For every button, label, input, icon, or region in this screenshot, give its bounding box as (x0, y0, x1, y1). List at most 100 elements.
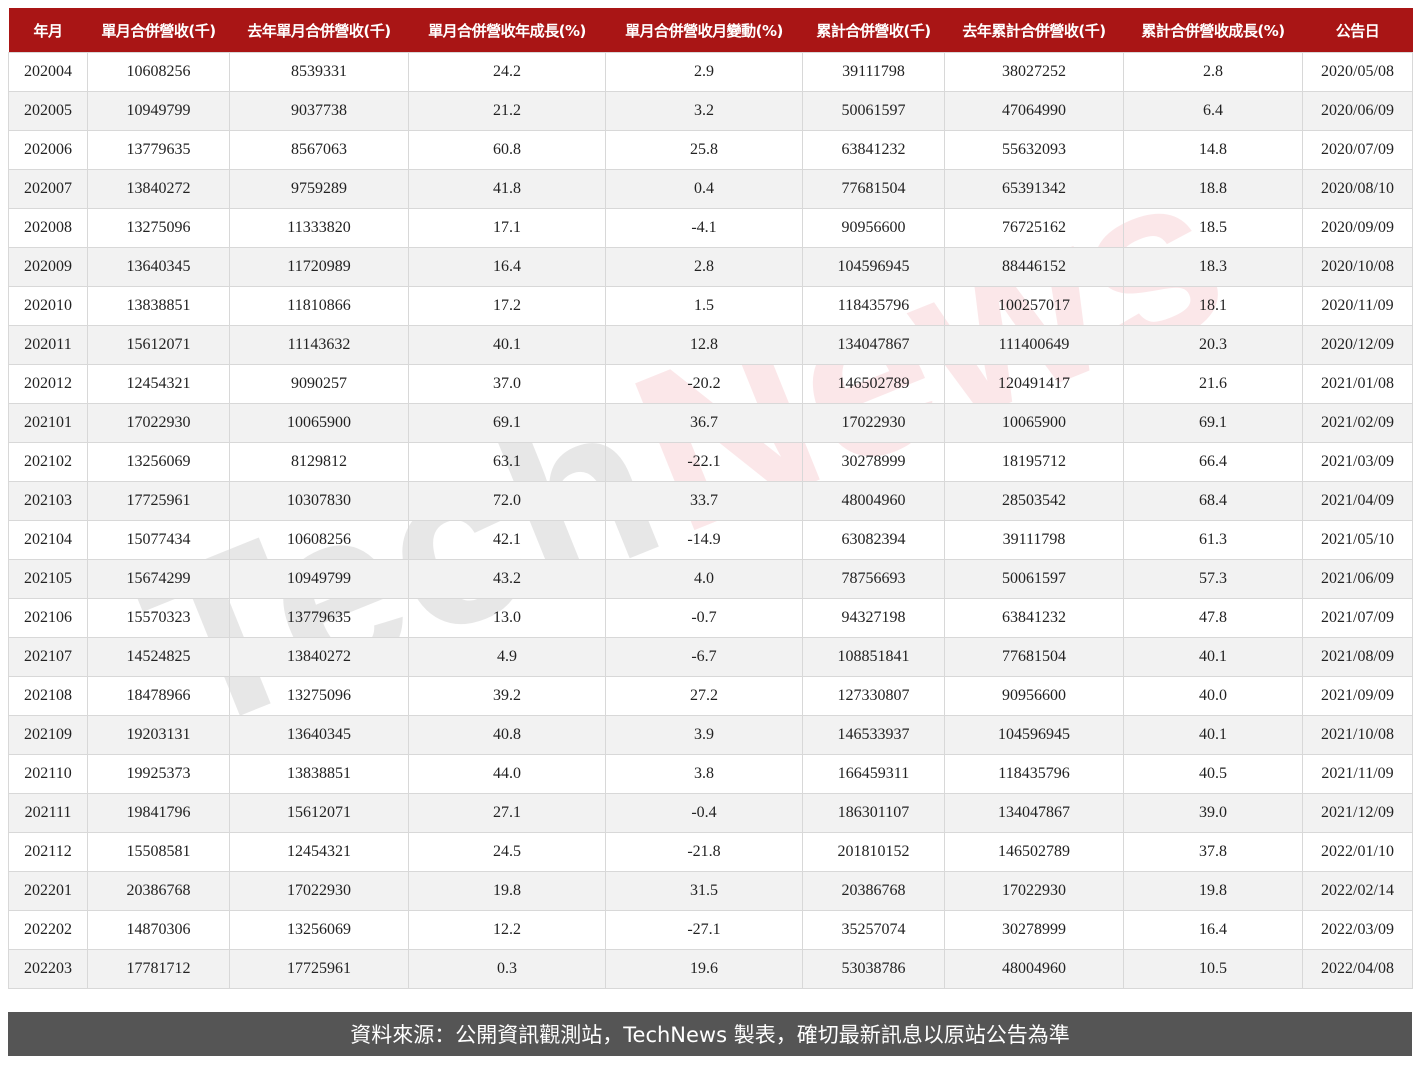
table-cell: 202202 (8, 910, 88, 950)
table-cell: 0.4 (605, 169, 803, 209)
table-cell: 13779635 (87, 130, 230, 170)
table-cell: 40.8 (408, 715, 606, 755)
table-cell: 2020/08/10 (1302, 169, 1413, 209)
table-cell: 63841232 (802, 130, 945, 170)
table-cell: 10065900 (229, 403, 409, 443)
table-cell: 44.0 (408, 754, 606, 794)
table-cell: 12454321 (87, 364, 230, 404)
table-cell: 13840272 (229, 637, 409, 677)
table-cell: 17022930 (87, 403, 230, 443)
column-header: 累計合併營收(千) (802, 8, 945, 53)
table-cell: 21.2 (408, 91, 606, 131)
table-cell: 202111 (8, 793, 88, 833)
table-cell: 202011 (8, 325, 88, 365)
table-cell: 17022930 (802, 403, 945, 443)
column-header: 去年累計合併營收(千) (944, 8, 1124, 53)
table-cell: 2.8 (605, 247, 803, 287)
table-cell: 63082394 (802, 520, 945, 560)
table-cell: 27.2 (605, 676, 803, 716)
table-cell: 2021/12/09 (1302, 793, 1413, 833)
table-cell: 17725961 (87, 481, 230, 521)
table-cell: 35257074 (802, 910, 945, 950)
table-cell: 2021/02/09 (1302, 403, 1413, 443)
table-cell: 11810866 (229, 286, 409, 326)
table-cell: 15612071 (229, 793, 409, 833)
table-row: 202103 17725961 10307830 72.0 33.7 48004960 28… (8, 481, 1413, 521)
table-cell: 24.5 (408, 832, 606, 872)
table-cell: 19925373 (87, 754, 230, 794)
table-cell: 2020/11/09 (1302, 286, 1413, 326)
table-cell: 48004960 (802, 481, 945, 521)
table-cell: 17022930 (229, 871, 409, 911)
table-cell: 2022/04/08 (1302, 949, 1413, 989)
table-cell: 11333820 (229, 208, 409, 248)
table-row: 202110 19925373 13838851 44.0 3.8 166459311 11… (8, 754, 1413, 794)
table-cell: 0.3 (408, 949, 606, 989)
table-cell: 108851841 (802, 637, 945, 677)
table-cell: 72.0 (408, 481, 606, 521)
table-cell: 202110 (8, 754, 88, 794)
table-cell: 202112 (8, 832, 88, 872)
table-cell: 69.1 (1123, 403, 1303, 443)
table-cell: 24.2 (408, 52, 606, 92)
table-cell: 14524825 (87, 637, 230, 677)
table-cell: 17.2 (408, 286, 606, 326)
table-cell: 40.0 (1123, 676, 1303, 716)
table-cell: 202009 (8, 247, 88, 287)
table-cell: 201810152 (802, 832, 945, 872)
table-cell: 90956600 (944, 676, 1124, 716)
table-cell: 10949799 (87, 91, 230, 131)
table-cell: 18.1 (1123, 286, 1303, 326)
table-cell: 88446152 (944, 247, 1124, 287)
revenue-table: 年月 單月合併營收(千) 去年單月合併營收(千) 單月合併營收年成長(%) 單月合併營收… (8, 8, 1413, 989)
table-cell: 76725162 (944, 208, 1124, 248)
table-cell: 20.3 (1123, 325, 1303, 365)
table-cell: 25.8 (605, 130, 803, 170)
table-cell: 13838851 (229, 754, 409, 794)
table-cell: 13840272 (87, 169, 230, 209)
table-cell: 202008 (8, 208, 88, 248)
table-cell: 78756693 (802, 559, 945, 599)
table-cell: -4.1 (605, 208, 803, 248)
table-cell: 202005 (8, 91, 88, 131)
table-cell: 2021/04/09 (1302, 481, 1413, 521)
table-row: 202105 15674299 10949799 43.2 4.0 78756693 500… (8, 559, 1413, 599)
table-row: 202201 20386768 17022930 19.8 31.5 20386768 17… (8, 871, 1413, 911)
table-cell: 40.1 (408, 325, 606, 365)
table-cell: 13640345 (229, 715, 409, 755)
table-cell: 47064990 (944, 91, 1124, 131)
table-cell: 30278999 (802, 442, 945, 482)
table-cell: 94327198 (802, 598, 945, 638)
table-cell: 28503542 (944, 481, 1124, 521)
table-cell: 37.8 (1123, 832, 1303, 872)
table-cell: -27.1 (605, 910, 803, 950)
column-header: 單月合併營收(千) (87, 8, 230, 53)
table-cell: 146533937 (802, 715, 945, 755)
table-cell: 13.0 (408, 598, 606, 638)
table-cell: 13275096 (229, 676, 409, 716)
table-cell: 69.1 (408, 403, 606, 443)
table-cell: -20.2 (605, 364, 803, 404)
table-cell: 16.4 (1123, 910, 1303, 950)
table-cell: 18.5 (1123, 208, 1303, 248)
table-cell: 13256069 (229, 910, 409, 950)
table-cell: 38027252 (944, 52, 1124, 92)
table-cell: 2022/02/14 (1302, 871, 1413, 911)
table-row: 202203 17781712 17725961 0.3 19.6 53038786 480… (8, 949, 1413, 989)
table-row: 202112 15508581 12454321 24.5 -21.8 201810152… (8, 832, 1413, 872)
table-cell: 63.1 (408, 442, 606, 482)
table-cell: 77681504 (944, 637, 1124, 677)
table-cell: 17.1 (408, 208, 606, 248)
table-cell: 2021/06/09 (1302, 559, 1413, 599)
table-cell: 202101 (8, 403, 88, 443)
table-cell: 2021/09/09 (1302, 676, 1413, 716)
table-cell: -6.7 (605, 637, 803, 677)
table-cell: -0.7 (605, 598, 803, 638)
table-cell: 40.1 (1123, 715, 1303, 755)
table-cell: 30278999 (944, 910, 1124, 950)
table-cell: 37.0 (408, 364, 606, 404)
table-cell: 13275096 (87, 208, 230, 248)
table-cell: 2021/01/08 (1302, 364, 1413, 404)
table-cell: 134047867 (944, 793, 1124, 833)
table-cell: 2020/10/08 (1302, 247, 1413, 287)
